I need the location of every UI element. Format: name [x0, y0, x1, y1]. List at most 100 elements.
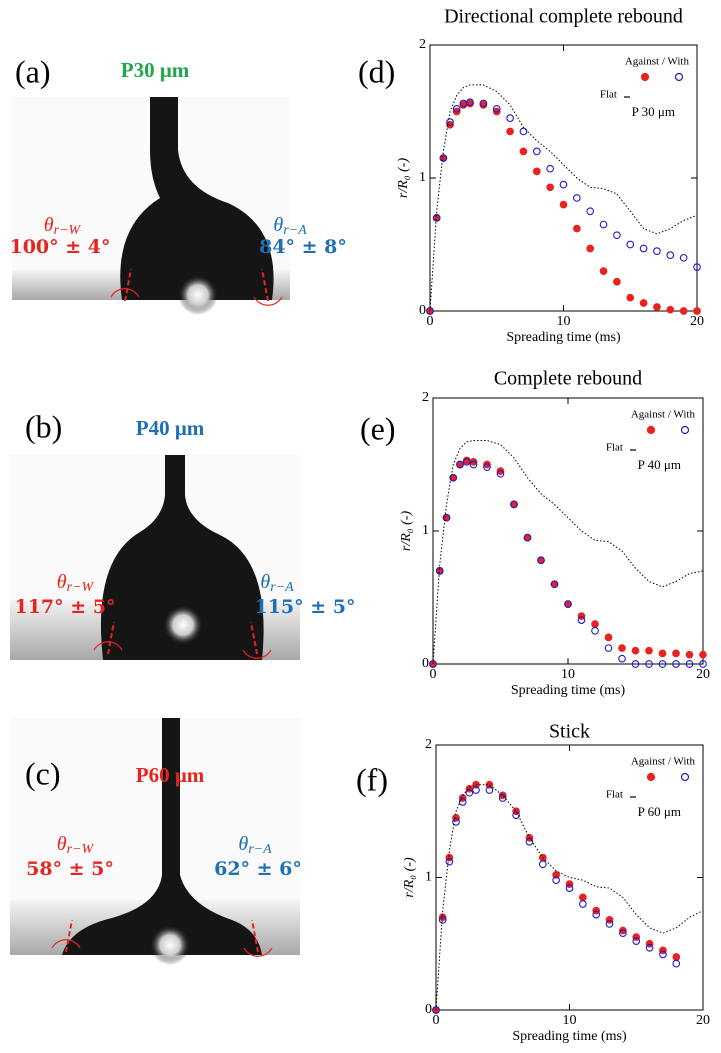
data-point: [485, 780, 494, 789]
data-point: [659, 950, 667, 959]
data-point: [445, 853, 454, 862]
data-point: [666, 251, 675, 259]
panel-label: (d): [358, 53, 395, 89]
angle-symbol-text: θ: [57, 571, 67, 593]
data-point: [604, 633, 613, 642]
chart-title: Complete rebound: [494, 368, 642, 390]
data-point: [659, 946, 667, 955]
x-tick-label: 0: [427, 314, 434, 329]
legend-marker: [640, 72, 650, 82]
data-point: [591, 620, 599, 628]
y-tick-label: 2: [419, 37, 426, 52]
data-point: [506, 127, 514, 136]
angle-subscript: r−W: [54, 223, 82, 238]
data-point: [672, 660, 680, 668]
data-point: [523, 533, 532, 542]
data-point: [538, 860, 547, 869]
angle-value: 58° ± 5°: [26, 858, 114, 880]
data-point: [604, 644, 613, 652]
y-axis-label: r/R₀ (-): [402, 857, 417, 898]
data-point: [639, 299, 648, 307]
droplet-highlight: [178, 275, 218, 315]
angle-symbol-text: θ: [238, 833, 248, 855]
data-point: [565, 884, 574, 892]
y-tick-label: 1: [419, 170, 426, 185]
data-point: [685, 650, 694, 659]
data-point: [672, 953, 681, 961]
data-point: [446, 118, 454, 126]
data-point: [496, 467, 505, 476]
annotation: P 60 μm: [638, 804, 681, 819]
data-point: [538, 853, 547, 862]
data-point: [599, 267, 608, 275]
legend-title: Against / With: [631, 409, 696, 421]
data-point: [432, 214, 441, 222]
y-tick-label: 2: [422, 390, 429, 405]
contact-angle-arc: [110, 288, 140, 298]
flat-line: [435, 784, 704, 1011]
data-point: [572, 194, 581, 202]
data-point: [552, 870, 561, 879]
data-point: [605, 920, 614, 928]
data-point: [546, 183, 555, 192]
data-point: [631, 646, 640, 655]
y-tick-label: 1: [422, 523, 429, 538]
data-point: [465, 788, 474, 797]
data-point: [432, 1006, 440, 1014]
data-point: [532, 147, 541, 156]
x-axis-label: Spreading time (ms): [512, 1029, 627, 1044]
x-axis-label: Spreading time (ms): [511, 683, 626, 698]
panel-label: (e): [360, 410, 396, 446]
angle-value: 62° ± 6°: [214, 858, 302, 880]
data-point: [631, 660, 640, 668]
data-point: [613, 231, 621, 240]
data-point: [666, 305, 675, 314]
angle-subscript: r−A: [270, 580, 294, 595]
data-point: [559, 200, 568, 209]
legend-label: Flat: [600, 89, 617, 101]
data-point: [442, 513, 451, 522]
data-point: [592, 906, 601, 915]
data-point: [577, 616, 586, 624]
data-point: [699, 650, 707, 659]
data-point: [550, 580, 559, 589]
data-point: [618, 644, 626, 652]
data-point: [645, 660, 653, 668]
angle-subscript: r−A: [283, 223, 307, 238]
x-axis-label: Spreading time (ms): [506, 330, 621, 345]
tangent-line: [124, 268, 132, 302]
data-point: [699, 660, 707, 668]
data-point: [492, 104, 501, 113]
tangent-line: [250, 621, 258, 655]
data-point: [685, 660, 694, 668]
panel-label: (a): [15, 53, 51, 89]
data-point: [498, 794, 507, 802]
droplet: [100, 455, 264, 660]
data-point: [592, 910, 601, 919]
legend-title: Against / With: [625, 56, 690, 68]
data-point: [483, 463, 491, 472]
legend-marker: [646, 425, 656, 435]
y-axis-label: r/R₀ (-): [399, 511, 414, 552]
angle-symbol-text: θ: [57, 833, 67, 855]
angle-value: 115° ± 5°: [254, 596, 355, 618]
data-point: [672, 649, 680, 658]
data-point: [506, 114, 514, 122]
y-tick-label: 0: [425, 1002, 432, 1017]
legend-title: Against / With: [631, 756, 696, 768]
data-point: [552, 876, 561, 885]
data-point: [645, 939, 654, 948]
data-point: [452, 107, 461, 116]
data-point: [653, 247, 661, 255]
data-point: [578, 900, 587, 908]
data-point: [619, 926, 627, 935]
droplet: [62, 718, 262, 955]
legend-marker: [674, 72, 684, 82]
data-point: [429, 660, 437, 668]
data-point: [577, 612, 586, 620]
data-point: [653, 303, 661, 311]
data-point: [565, 880, 574, 888]
data-point: [645, 943, 654, 952]
